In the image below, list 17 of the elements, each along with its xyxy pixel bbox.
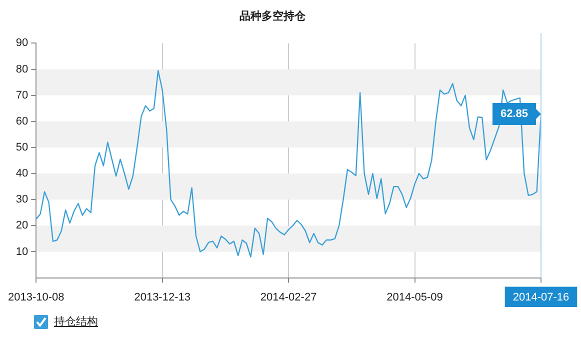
legend-label: 持仓结构 <box>54 315 98 329</box>
y-tick-label: 20 <box>16 220 28 232</box>
chart-title: 品种多空持仓 <box>240 10 306 23</box>
y-tick-label: 80 <box>16 63 28 76</box>
x-tick-label: 2014-02-27 <box>260 291 317 304</box>
y-tick-label: 90 <box>16 37 28 50</box>
x-tick-label: 2013-12-13 <box>134 291 190 304</box>
y-tick-label: 10 <box>16 246 28 258</box>
annotation: 62.85 <box>500 108 528 120</box>
x-tick-label: 2014-07-16 <box>512 291 570 304</box>
y-tick-label: 40 <box>16 168 28 180</box>
y-tick-label: 60 <box>16 115 28 128</box>
y-tick-label: 30 <box>16 194 28 206</box>
x-tick-label: 2013-10-08 <box>8 291 64 304</box>
x-tick-label: 2014-05-09 <box>386 291 443 304</box>
y-tick-label: 70 <box>16 89 28 102</box>
y-tick-label: 50 <box>16 142 28 154</box>
